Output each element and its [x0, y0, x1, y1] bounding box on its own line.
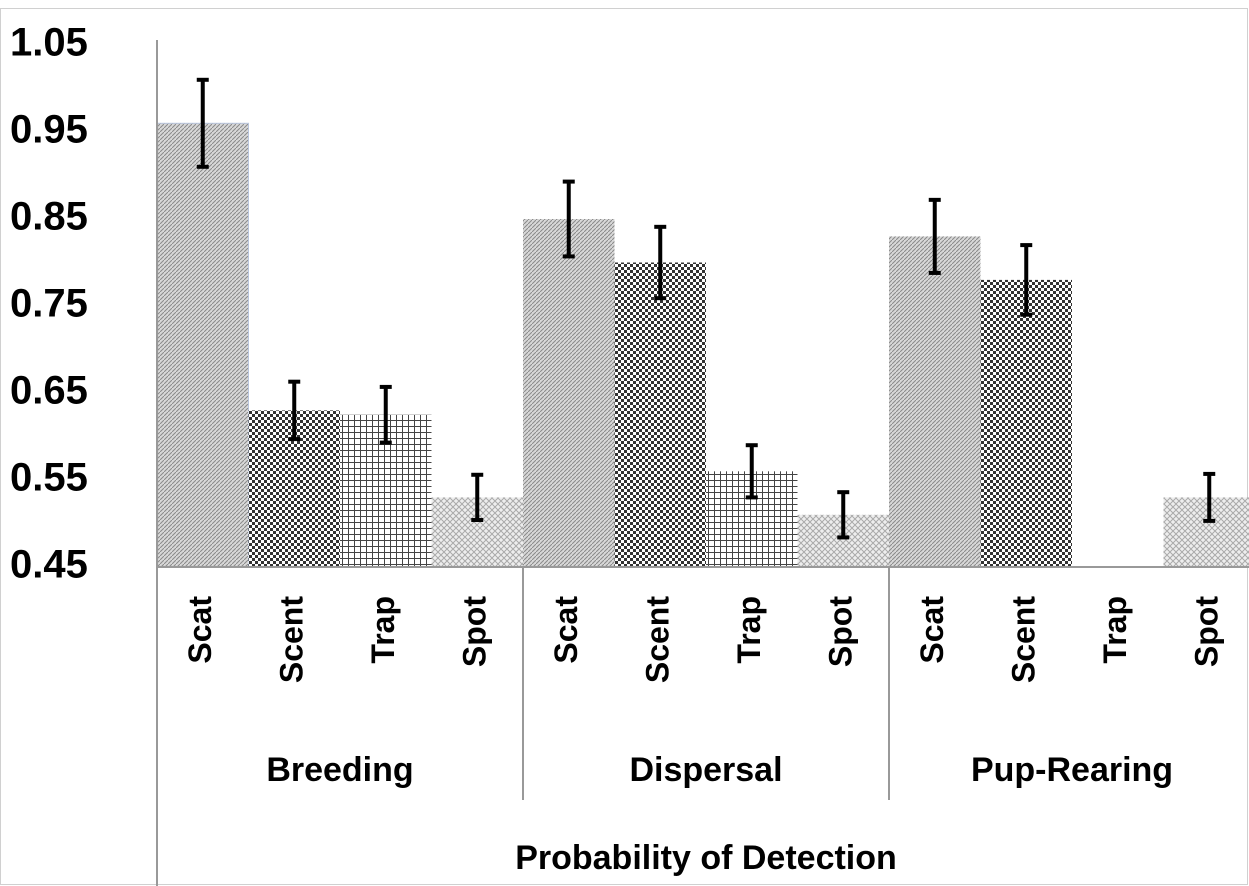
y-tick-label: 0.65: [10, 369, 88, 413]
group-label: Dispersal: [629, 751, 782, 789]
bar: [614, 262, 706, 567]
x-tick-label: Trap: [365, 596, 401, 664]
x-tick-label: Trap: [731, 596, 767, 664]
bar: [1163, 497, 1249, 567]
frame: [0, 8, 1248, 885]
x-tick-label: Trap: [1097, 596, 1133, 664]
bar: [889, 236, 981, 567]
x-axis-title: Probability of Detection: [515, 839, 897, 877]
x-tick-label: Scent: [274, 596, 310, 683]
x-tick-label: Spot: [823, 596, 859, 667]
x-tick-label: Scat: [548, 596, 584, 664]
x-tick-label: Scat: [182, 596, 218, 664]
group-label: Breeding: [266, 751, 413, 789]
bar: [523, 219, 615, 567]
y-tick-label: 0.45: [10, 543, 88, 587]
group-label: Pup-Rearing: [971, 751, 1173, 789]
bar: [156, 122, 249, 568]
y-tick-label: 0.75: [10, 282, 88, 326]
y-tick-label: 0.85: [10, 195, 88, 239]
y-tick-label: 0.95: [10, 108, 88, 152]
x-tick-label: Spot: [1189, 596, 1225, 667]
y-tick-label: 0.55: [10, 456, 88, 500]
x-tick-label: Scat: [914, 596, 950, 664]
x-tick-label: Scent: [640, 596, 676, 683]
x-tick-label: Scent: [1006, 596, 1042, 683]
y-tick-label: 1.05: [10, 21, 88, 65]
bar: [980, 279, 1072, 567]
x-tick-label: Spot: [457, 596, 493, 667]
